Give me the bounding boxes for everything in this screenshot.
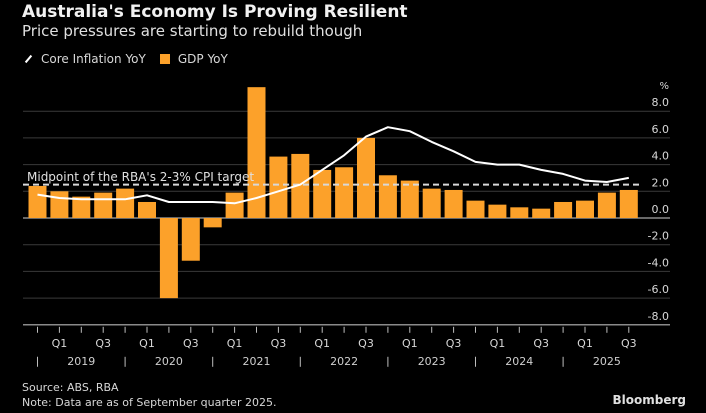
gdp-bar [357, 137, 375, 218]
x-quarter-label: Q1 [314, 337, 330, 350]
gdp-bar [159, 218, 178, 299]
x-year-label: 2021 [243, 355, 271, 368]
y-tick-label: -4.0 [648, 256, 669, 269]
x-quarter-label: Q3 [95, 337, 111, 350]
gdp-bar [619, 189, 638, 218]
source-text: Source: ABS, RBA [22, 381, 119, 394]
x-year-label: 2020 [155, 355, 183, 368]
y-tick-label: -8.0 [648, 310, 669, 323]
gdp-bar [554, 201, 573, 218]
gdp-bar [597, 192, 616, 218]
gdp-bar [116, 188, 135, 218]
gdp-bar [94, 192, 113, 218]
x-quarter-label: Q1 [577, 337, 593, 350]
x-year-label: 2025 [593, 355, 621, 368]
core-inflation-polyline [37, 126, 629, 205]
gdp-bar [576, 200, 594, 218]
gdp-bar [488, 204, 507, 218]
bloomberg-logo: Bloomberg [612, 393, 687, 407]
gdp-bar [400, 180, 419, 218]
square-icon [159, 54, 170, 64]
core-inflation-line [37, 126, 629, 205]
y-tick-label: 6.0 [652, 123, 670, 136]
gdp-bars [28, 87, 638, 299]
x-quarter-label: Q3 [183, 337, 199, 350]
x-quarter-label: Q3 [533, 337, 549, 350]
chart-subtitle: Price pressures are starting to rebuild … [22, 22, 363, 40]
x-year-label: 2023 [418, 355, 446, 368]
legend-label-core-inflation: Core Inflation YoY [41, 52, 146, 66]
x-year-label: 2024 [505, 355, 533, 368]
x-quarter-label: Q3 [446, 337, 462, 350]
y-axis-labels: 8.0 6.0 4.0 2.0 0.0 -2.0 -4.0 -6.0 -8.0 [648, 96, 669, 323]
y-tick-label: 0.0 [652, 203, 670, 216]
y-tick-label: -6.0 [648, 283, 669, 296]
x-year-label: 2019 [67, 355, 95, 368]
x-quarter-label: Q1 [402, 337, 418, 350]
gdp-bar [138, 201, 156, 218]
y-axis-unit: % [659, 81, 669, 92]
x-quarter-label: Q1 [490, 337, 506, 350]
x-quarter-label: Q3 [358, 337, 374, 350]
gdp-bar [335, 167, 354, 218]
x-quarter-label: Q1 [139, 337, 155, 350]
gdp-bar [291, 153, 310, 218]
gdp-bar [225, 192, 244, 218]
legend-label-gdp: GDP YoY [177, 52, 228, 66]
target-annotation: Midpoint of the RBA's 2-3% CPI target [27, 170, 254, 184]
gdp-bar [532, 208, 551, 218]
gdp-bar [72, 196, 91, 218]
x-year-label: 2022 [330, 355, 358, 368]
y-tick-label: 8.0 [652, 96, 670, 109]
gdp-bar [466, 200, 485, 218]
gdp-bar [203, 218, 222, 228]
gdp-bar [510, 207, 529, 218]
x-quarter-label: Q3 [271, 337, 287, 350]
gdp-bar [422, 188, 441, 218]
y-tick-label: -2.0 [648, 230, 669, 243]
gdp-bar [269, 156, 288, 218]
y-tick-label: 2.0 [652, 176, 670, 189]
x-quarter-label: Q1 [52, 337, 68, 350]
y-tick-label: 4.0 [652, 150, 670, 163]
gdp-bar [378, 175, 397, 218]
gdp-bar [50, 191, 69, 218]
x-quarter-label: Q3 [621, 337, 637, 350]
chart-title: Australia's Economy Is Proving Resilient [22, 2, 408, 22]
footnotes: Source: ABS, RBA Note: Data are as of Se… [22, 380, 276, 410]
gdp-bar [247, 87, 266, 218]
note-text: Note: Data are as of September quarter 2… [22, 396, 277, 409]
gdp-bar [181, 218, 200, 261]
x-quarter-label: Q1 [227, 337, 243, 350]
legend: Core Inflation YoY GDP YoY [22, 52, 228, 66]
gdp-bar [313, 169, 332, 218]
gdp-bar [444, 189, 463, 218]
gdp-bar [28, 185, 47, 218]
